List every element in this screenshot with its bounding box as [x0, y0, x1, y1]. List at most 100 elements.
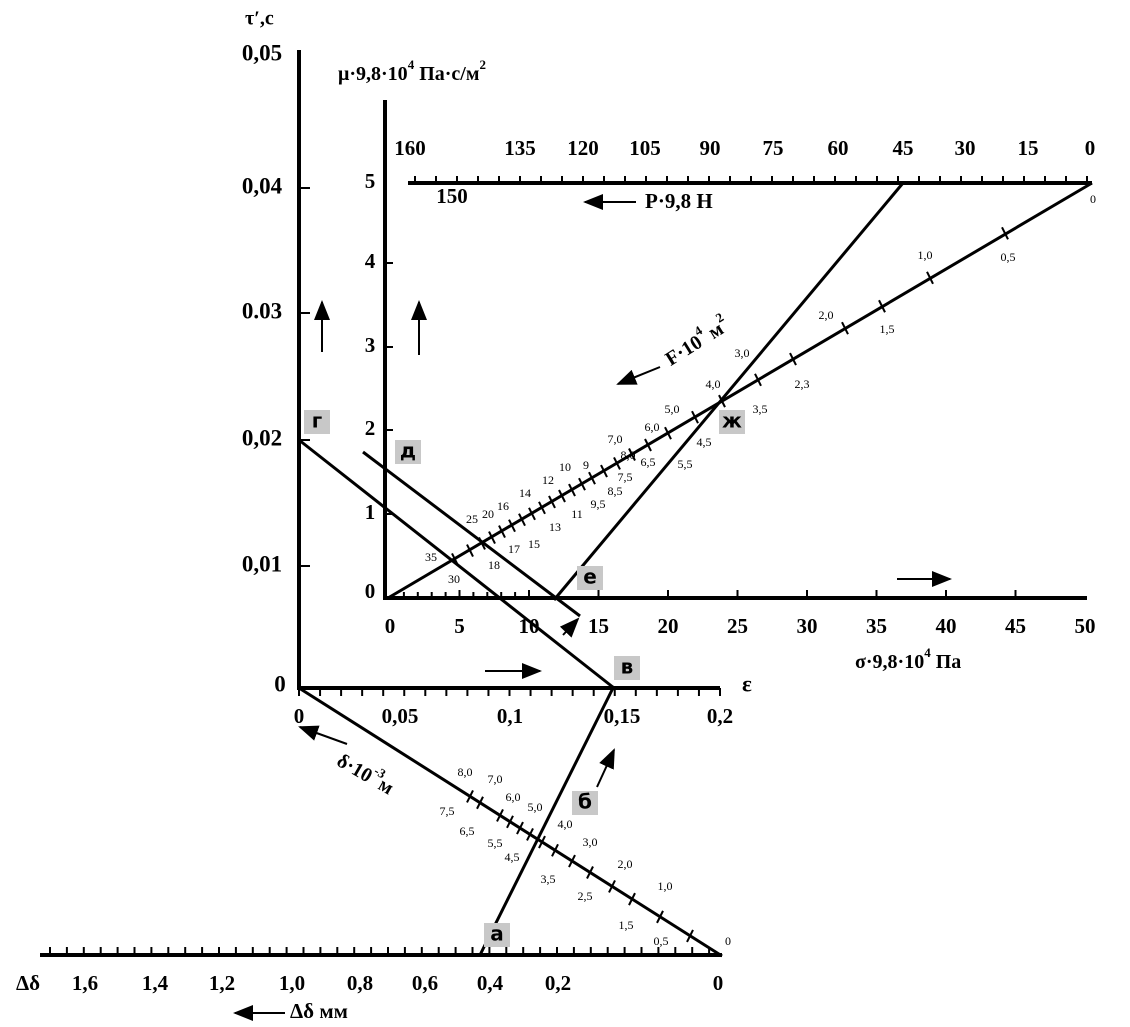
key-line	[362, 450, 581, 618]
area-label: 16	[497, 499, 509, 513]
point-box	[719, 410, 745, 434]
tick	[551, 843, 559, 857]
arrow	[596, 748, 615, 788]
tick	[1001, 226, 1009, 240]
point-box	[395, 440, 421, 464]
shrink-title: Δδ мм	[290, 999, 348, 1023]
epsilon-label: 0,05	[382, 704, 419, 728]
point-box	[577, 566, 603, 590]
arrow	[559, 617, 580, 638]
sigma-label: 35	[866, 614, 887, 638]
tau-label: 0,01	[242, 551, 282, 576]
area-label: 11	[571, 507, 583, 521]
delta-label: 4,0	[558, 817, 573, 831]
area-label: 7,5	[618, 470, 633, 484]
point-label: а	[490, 922, 504, 946]
area-label: 3,0	[735, 346, 750, 360]
area-label: 14	[519, 486, 531, 500]
tick	[568, 483, 576, 497]
force-label: 45	[893, 136, 914, 160]
tick	[466, 789, 474, 803]
tick	[588, 471, 596, 485]
mu-label: 0	[365, 579, 376, 603]
tick	[548, 495, 556, 509]
key-line	[552, 182, 905, 601]
sigma-label: 40	[936, 614, 957, 638]
point-label: г	[312, 409, 322, 433]
tick	[613, 456, 621, 470]
tick	[841, 321, 849, 335]
title-part: Па	[931, 651, 962, 673]
area-label: 9,5	[591, 497, 606, 511]
area-label: 3,5	[753, 402, 768, 416]
tick	[518, 513, 526, 527]
shrink-label: 0	[713, 971, 724, 995]
tick	[558, 489, 566, 503]
epsilon-label: 0	[294, 704, 305, 728]
area-axis	[387, 181, 1093, 600]
mu-label: 5	[365, 169, 376, 193]
epsilon-title: ε	[742, 671, 752, 696]
point-box	[304, 410, 330, 434]
force-label: 160	[394, 136, 426, 160]
title-part: Па·с/м	[414, 63, 479, 85]
tau-title: τ′,с	[245, 8, 274, 30]
tick	[451, 553, 459, 566]
superscript: 4	[924, 645, 931, 660]
delta-label: 5,5	[488, 836, 503, 850]
sigma-label: 50	[1075, 614, 1096, 638]
tick	[506, 815, 514, 829]
sigma-label: 10	[519, 614, 540, 638]
delta-label: 5,0	[528, 800, 543, 814]
area-label: 8,5	[608, 484, 623, 498]
area-label: 2,0	[819, 308, 834, 322]
area-label: 1,0	[918, 248, 933, 262]
shrink-symbol: Δδ	[16, 971, 40, 995]
tick	[478, 536, 486, 550]
tick	[656, 910, 664, 924]
tick	[538, 501, 546, 515]
force-label: 135	[504, 136, 536, 160]
tau-label: 0	[274, 671, 286, 696]
sigma-label: 0	[385, 614, 396, 638]
delta-label: 6,5	[460, 824, 475, 838]
title-part: μ·9,8·10	[338, 63, 408, 85]
mu-label: 2	[365, 416, 376, 440]
tick	[538, 835, 546, 849]
sigma-label: 25	[727, 614, 748, 638]
point-box	[572, 791, 598, 815]
tick	[718, 394, 726, 408]
sigma-label: 30	[797, 614, 818, 638]
arrow	[616, 366, 661, 385]
tick	[516, 821, 524, 835]
force-label: 60	[828, 136, 849, 160]
tau-label: 0,04	[242, 173, 283, 198]
tau-label: 0.03	[242, 298, 282, 323]
shrink-label: 0,2	[545, 971, 571, 995]
sigma-label: 45	[1005, 614, 1026, 638]
area-label: 4,0	[706, 377, 721, 391]
delta-label: 1,5	[619, 918, 634, 932]
area-label: 20	[482, 507, 494, 521]
point-box	[484, 923, 510, 947]
tick	[498, 525, 506, 539]
force-label: 120	[567, 136, 599, 160]
area-label: 7,0	[608, 432, 623, 446]
sigma-label: 5	[454, 614, 465, 638]
point-label: ж	[722, 409, 742, 433]
area-label: 10	[559, 460, 571, 474]
point-label: е	[583, 565, 597, 589]
tick	[691, 410, 699, 424]
tick	[466, 544, 474, 558]
superscript: 2	[479, 57, 486, 72]
delta-label: 7,5	[440, 804, 455, 818]
delta-label: 3,0	[583, 835, 598, 849]
delta-label: 6,0	[506, 790, 521, 804]
point-label: д	[400, 439, 416, 463]
epsilon-label: 0,15	[604, 704, 641, 728]
tick	[878, 299, 886, 313]
force-label: 0	[1085, 136, 1096, 160]
area-label: 17	[508, 542, 520, 556]
area-label: 0	[1090, 192, 1096, 206]
tick	[926, 271, 934, 285]
